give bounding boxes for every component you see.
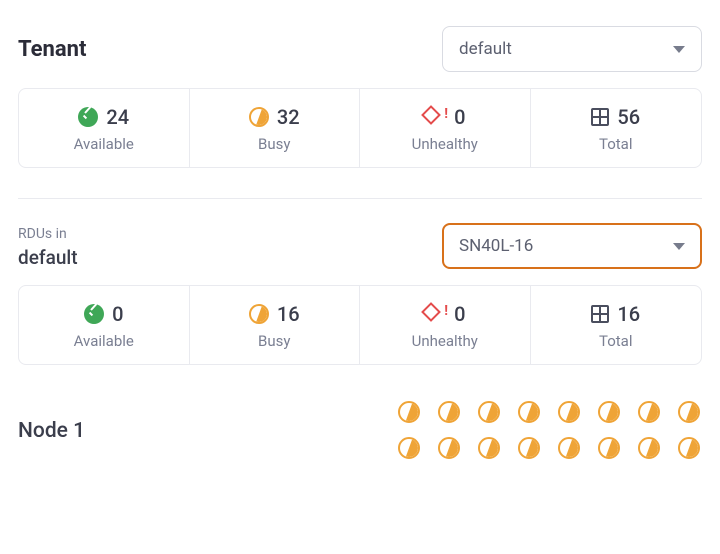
stat-available-value: 24 bbox=[106, 105, 129, 129]
rdu-busy-dot[interactable] bbox=[598, 401, 620, 423]
tenant-stats-card: 24 Available 32 Busy ! 0 Unhealthy 56 To… bbox=[18, 88, 702, 168]
grid-icon bbox=[591, 108, 609, 126]
node-rdu-grid bbox=[398, 401, 702, 461]
rdu-stat-total: 16 Total bbox=[531, 286, 702, 364]
tenant-select-value: default bbox=[459, 39, 512, 59]
node-row: Node 1 bbox=[18, 401, 702, 461]
rdu-busy-dot[interactable] bbox=[398, 437, 420, 459]
check-circle-icon bbox=[78, 107, 98, 127]
node-title: Node 1 bbox=[18, 419, 85, 443]
rdu-busy-dot[interactable] bbox=[518, 401, 540, 423]
stat-total-label: Total bbox=[599, 135, 633, 153]
rdu-busy-dot[interactable] bbox=[478, 437, 500, 459]
rdu-header-row: RDUs in default SN40L-16 bbox=[18, 223, 702, 269]
rdu-busy-dot[interactable] bbox=[598, 437, 620, 459]
rdu-stat-busy: 16 Busy bbox=[190, 286, 361, 364]
rdu-type-value: SN40L-16 bbox=[459, 236, 533, 256]
stat-busy-value: 32 bbox=[277, 105, 300, 129]
rdu-stat-busy-label: Busy bbox=[258, 332, 290, 350]
chevron-down-icon bbox=[673, 243, 685, 250]
rdu-busy-dot[interactable] bbox=[518, 437, 540, 459]
unhealthy-icon: ! bbox=[424, 107, 446, 127]
stat-unhealthy-label: Unhealthy bbox=[412, 135, 478, 153]
rdu-stats-card: 0 Available 16 Busy ! 0 Unhealthy 16 Tot… bbox=[18, 285, 702, 365]
stat-total: 56 Total bbox=[531, 89, 702, 167]
stat-unhealthy: ! 0 Unhealthy bbox=[360, 89, 531, 167]
busy-icon bbox=[249, 304, 269, 324]
chevron-down-icon bbox=[673, 46, 685, 53]
rdu-stat-busy-value: 16 bbox=[277, 302, 300, 326]
rdu-busy-dot[interactable] bbox=[478, 401, 500, 423]
rdu-busy-dot[interactable] bbox=[638, 437, 660, 459]
rdu-type-select[interactable]: SN40L-16 bbox=[442, 223, 702, 269]
rdu-busy-dot[interactable] bbox=[438, 437, 460, 459]
tenant-title: Tenant bbox=[18, 37, 86, 62]
section-divider bbox=[18, 198, 702, 199]
rdu-stat-available: 0 Available bbox=[19, 286, 190, 364]
rdu-stat-unhealthy: ! 0 Unhealthy bbox=[360, 286, 531, 364]
rdu-busy-dot[interactable] bbox=[558, 401, 580, 423]
tenant-header-row: Tenant default bbox=[18, 16, 702, 88]
rdu-busy-dot[interactable] bbox=[398, 401, 420, 423]
rdu-pre: RDUs in bbox=[18, 226, 78, 242]
tenant-select[interactable]: default bbox=[442, 26, 702, 72]
rdu-stat-total-value: 16 bbox=[617, 302, 640, 326]
rdu-stat-available-label: Available bbox=[74, 332, 134, 350]
stat-busy-label: Busy bbox=[258, 135, 290, 153]
rdu-stat-total-label: Total bbox=[599, 332, 633, 350]
stat-busy: 32 Busy bbox=[190, 89, 361, 167]
rdu-stat-available-value: 0 bbox=[112, 302, 123, 326]
grid-icon bbox=[591, 305, 609, 323]
rdu-tenant: default bbox=[18, 246, 78, 269]
stat-available-label: Available bbox=[74, 135, 134, 153]
stat-unhealthy-value: 0 bbox=[454, 105, 465, 129]
rdu-stat-unhealthy-value: 0 bbox=[454, 302, 465, 326]
unhealthy-icon: ! bbox=[424, 304, 446, 324]
rdu-busy-dot[interactable] bbox=[678, 437, 700, 459]
rdu-busy-dot[interactable] bbox=[438, 401, 460, 423]
check-circle-icon bbox=[84, 304, 104, 324]
stat-total-value: 56 bbox=[617, 105, 640, 129]
rdu-stat-unhealthy-label: Unhealthy bbox=[412, 332, 478, 350]
busy-icon bbox=[249, 107, 269, 127]
rdu-busy-dot[interactable] bbox=[638, 401, 660, 423]
rdu-busy-dot[interactable] bbox=[678, 401, 700, 423]
stat-available: 24 Available bbox=[19, 89, 190, 167]
rdu-title: RDUs in default bbox=[18, 226, 78, 269]
rdu-busy-dot[interactable] bbox=[558, 437, 580, 459]
